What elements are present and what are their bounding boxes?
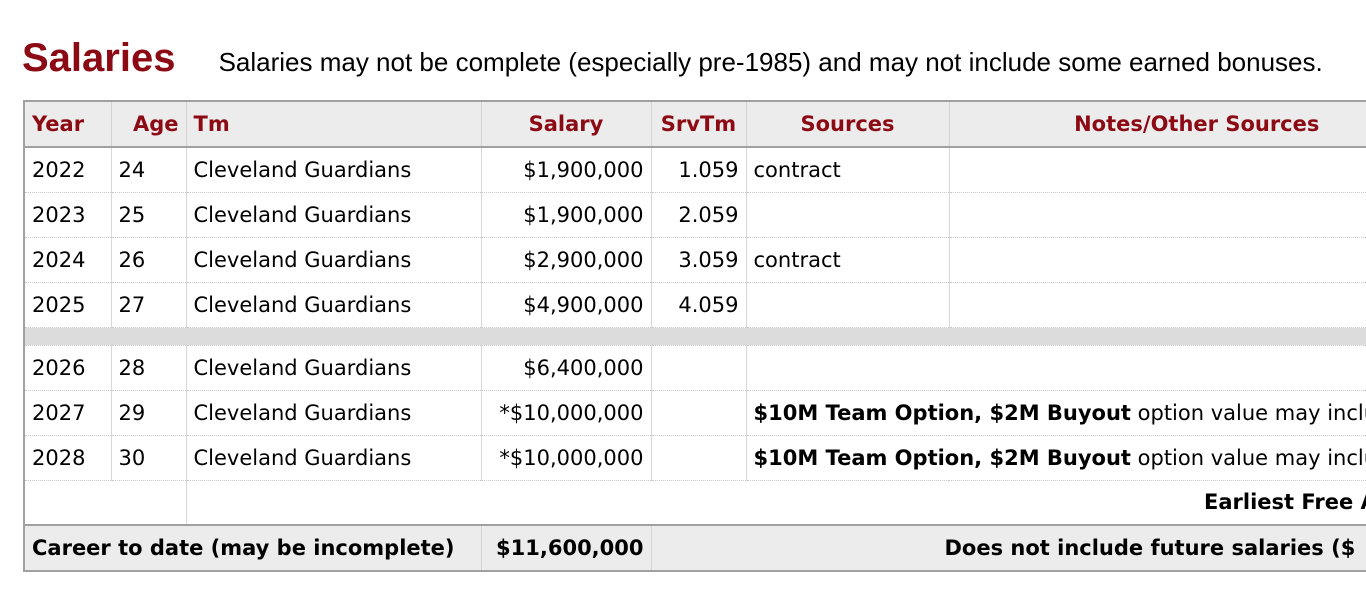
notes-cell bbox=[948, 282, 1366, 328]
service-time-cell bbox=[650, 345, 746, 391]
age-cell: 24 bbox=[110, 147, 186, 193]
free-agent-row: Earliest Free Agent: 2029 bbox=[23, 480, 1366, 526]
salary-cell: $6,400,000 bbox=[480, 345, 651, 391]
career-label-cell: Career to date (may be incomplete) bbox=[23, 524, 481, 572]
option-cell: $10M Team Option, $2M Buyout option valu… bbox=[745, 390, 1366, 436]
team-cell[interactable]: Cleveland Guardians bbox=[185, 282, 481, 328]
table-header-row: Year Age Tm Salary SrvTm Sources Notes/O… bbox=[23, 100, 1366, 148]
service-time-cell: 1.059 bbox=[650, 147, 746, 193]
sources-cell[interactable]: contract bbox=[745, 237, 949, 283]
column-header-age[interactable]: Age bbox=[110, 100, 186, 148]
sources-cell bbox=[745, 282, 949, 328]
column-header-service-time[interactable]: SrvTm bbox=[650, 100, 746, 148]
team-cell[interactable]: Cleveland Guardians bbox=[185, 390, 481, 436]
service-time-cell: 3.059 bbox=[650, 237, 746, 283]
section-heading: Salaries Salaries may not be complete (e… bbox=[22, 36, 1323, 81]
year-cell: 2027 bbox=[23, 390, 111, 436]
option-note: option value may include buyout bbox=[1137, 445, 1366, 470]
year-cell: 2028 bbox=[23, 435, 111, 481]
service-time-cell bbox=[650, 435, 746, 481]
table-row-future: 2027 29 Cleveland Guardians *$10,000,000… bbox=[23, 390, 1366, 436]
table-row: 2024 26 Cleveland Guardians $2,900,000 3… bbox=[23, 237, 1366, 283]
option-note: option value may include buyout bbox=[1137, 400, 1366, 425]
age-cell: 29 bbox=[110, 390, 186, 436]
option-cell bbox=[745, 345, 1366, 391]
age-cell: 28 bbox=[110, 345, 186, 391]
table-row-future: 2028 30 Cleveland Guardians *$10,000,000… bbox=[23, 435, 1366, 481]
year-cell: 2026 bbox=[23, 345, 111, 391]
future-note: Does not include future salaries ($ bbox=[944, 536, 1356, 560]
team-cell[interactable]: Cleveland Guardians bbox=[185, 147, 481, 193]
year-cell: 2023 bbox=[23, 192, 111, 238]
column-header-sources[interactable]: Sources bbox=[745, 100, 949, 148]
divider-cell bbox=[23, 327, 1366, 346]
option-label: $10M Team Option, $2M Buyout bbox=[753, 445, 1131, 470]
table-divider bbox=[23, 327, 1366, 346]
career-total-cell: $11,600,000 bbox=[480, 524, 651, 572]
team-cell[interactable]: Cleveland Guardians bbox=[185, 435, 481, 481]
notes-cell bbox=[948, 147, 1366, 193]
salary-cell: $1,900,000 bbox=[480, 147, 651, 193]
column-header-team[interactable]: Tm bbox=[185, 100, 481, 148]
year-cell: 2025 bbox=[23, 282, 111, 328]
year-cell: 2022 bbox=[23, 147, 111, 193]
table-row: 2023 25 Cleveland Guardians $1,900,000 2… bbox=[23, 192, 1366, 238]
age-cell: 25 bbox=[110, 192, 186, 238]
column-header-salary[interactable]: Salary bbox=[480, 100, 651, 148]
column-header-notes[interactable]: Notes/Other Sources bbox=[948, 100, 1366, 148]
sources-cell[interactable]: contract bbox=[745, 147, 949, 193]
free-agent-cell: Earliest Free Agent: 2029 bbox=[185, 480, 1366, 526]
free-agent-label: Earliest Free Agent: 2029 bbox=[1204, 490, 1366, 515]
salary-cell: *$10,000,000 bbox=[480, 390, 651, 436]
team-cell[interactable]: Cleveland Guardians bbox=[185, 192, 481, 238]
table-row: 2025 27 Cleveland Guardians $4,900,000 4… bbox=[23, 282, 1366, 328]
future-note-cell: Does not include future salaries ($ bbox=[650, 524, 1366, 572]
salary-cell: $1,900,000 bbox=[480, 192, 651, 238]
age-cell: 27 bbox=[110, 282, 186, 328]
service-time-cell: 2.059 bbox=[650, 192, 746, 238]
column-header-year[interactable]: Year bbox=[23, 100, 111, 148]
section-title: Salaries bbox=[22, 36, 176, 80]
salaries-table: Year Age Tm Salary SrvTm Sources Notes/O… bbox=[23, 100, 1366, 572]
salary-cell: *$10,000,000 bbox=[480, 435, 651, 481]
notes-cell bbox=[948, 192, 1366, 238]
career-total-row: Career to date (may be incomplete) $11,6… bbox=[23, 524, 1366, 572]
free-agent-blank-cell bbox=[23, 480, 186, 526]
table-row: 2022 24 Cleveland Guardians $1,900,000 1… bbox=[23, 147, 1366, 193]
section-note: Salaries may not be complete (especially… bbox=[218, 47, 1323, 77]
salary-cell: $2,900,000 bbox=[480, 237, 651, 283]
team-cell[interactable]: Cleveland Guardians bbox=[185, 345, 481, 391]
service-time-cell: 4.059 bbox=[650, 282, 746, 328]
option-cell: $10M Team Option, $2M Buyout option valu… bbox=[745, 435, 1366, 481]
salary-cell: $4,900,000 bbox=[480, 282, 651, 328]
year-cell: 2024 bbox=[23, 237, 111, 283]
team-cell[interactable]: Cleveland Guardians bbox=[185, 237, 481, 283]
option-label: $10M Team Option, $2M Buyout bbox=[753, 400, 1131, 425]
table-row-future: 2026 28 Cleveland Guardians $6,400,000 bbox=[23, 345, 1366, 391]
notes-cell bbox=[948, 237, 1366, 283]
age-cell: 26 bbox=[110, 237, 186, 283]
sources-cell bbox=[745, 192, 949, 238]
age-cell: 30 bbox=[110, 435, 186, 481]
service-time-cell bbox=[650, 390, 746, 436]
